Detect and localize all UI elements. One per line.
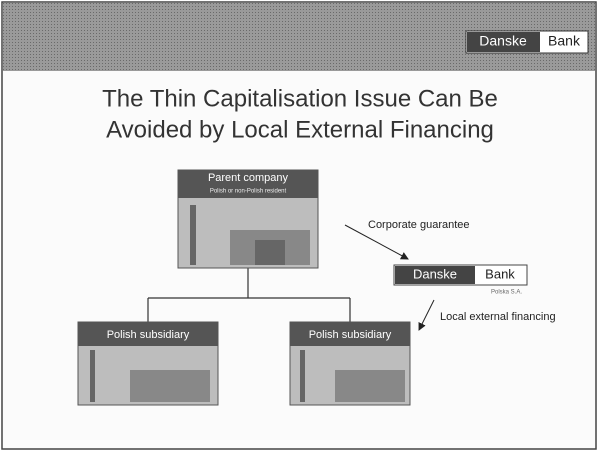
node-sublabel: Polska S.A. bbox=[491, 290, 522, 296]
edge-label: Corporate guarantee bbox=[368, 219, 470, 231]
node-sublabel: Polish or non-Polish resident bbox=[210, 189, 287, 195]
title-line: Avoided by Local External Financing bbox=[106, 116, 494, 143]
node-suffix: Bank bbox=[485, 266, 515, 281]
slide: Danske Bank The Thin Capitalisation Issu… bbox=[0, 0, 598, 451]
logo-suffix: Bank bbox=[548, 33, 581, 49]
edge-label: Local external financing bbox=[440, 311, 556, 323]
parent-node: Parent company Polish or non-Polish resi… bbox=[178, 170, 318, 268]
node-label: Danske bbox=[413, 266, 457, 281]
subsidiary-node: Polish subsidiary bbox=[78, 322, 218, 405]
logo-name: Danske bbox=[479, 33, 527, 49]
node-label: Polish subsidiary bbox=[309, 329, 392, 341]
node-label: Parent company bbox=[208, 172, 289, 184]
title-line: The Thin Capitalisation Issue Can Be bbox=[102, 85, 498, 112]
subsidiary-node: Polish subsidiary bbox=[290, 322, 410, 405]
header-logo: Danske Bank bbox=[466, 31, 588, 53]
node-label: Polish subsidiary bbox=[107, 329, 190, 341]
